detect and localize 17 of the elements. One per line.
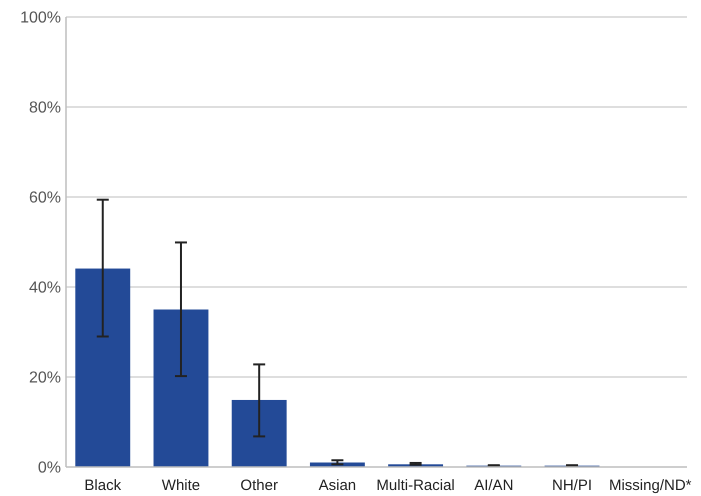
x-tick-label: White [162,477,200,494]
bar [154,310,208,467]
bar [232,400,287,467]
x-tick-label: Missing/ND* [608,477,692,494]
y-tick-label: 100% [20,10,61,27]
y-tick-label: 40% [28,280,61,297]
bar [75,268,130,467]
x-tick-label: AI/AN [474,477,514,494]
y-tick-label: 0% [38,460,61,477]
x-tick-label: Asian [318,477,356,494]
x-tick-label: Black [84,477,122,494]
y-tick-label: 80% [28,100,61,117]
x-tick-label: NH/PI [552,477,592,494]
x-tick-label: Other [240,477,278,494]
y-tick-label: 20% [28,370,61,387]
x-tick-label: Multi-Racial [376,477,455,494]
y-tick-label: 60% [28,190,61,207]
